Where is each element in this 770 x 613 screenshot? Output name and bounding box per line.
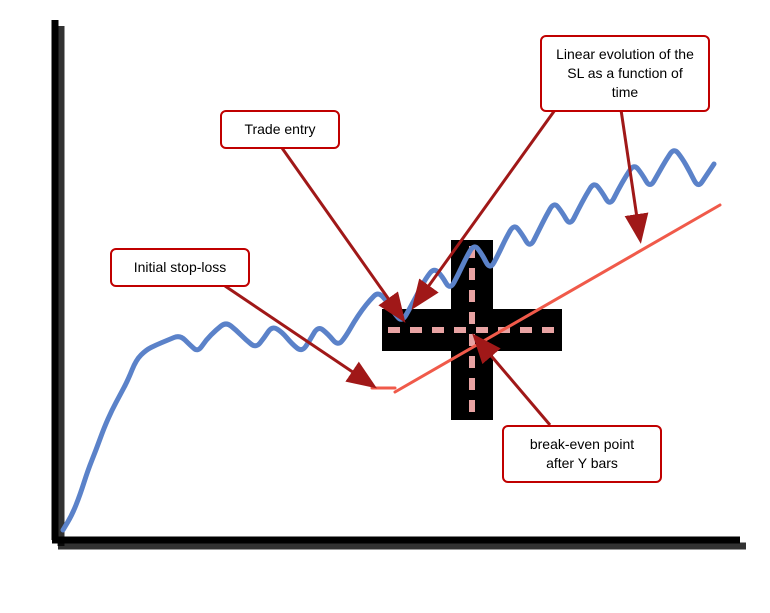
diagram-stage: Trade entry Initial stop-loss Linear evo… [0,0,770,613]
callout-linear-sl-label: Linear evolution of the SL as a function… [556,46,694,100]
callout-breakeven-label: break-even point after Y bars [530,436,634,471]
callout-initial-stoploss: Initial stop-loss [110,248,250,287]
stoploss-line [372,205,720,392]
callout-linear-sl: Linear evolution of the SL as a function… [540,35,710,112]
callout-initial-stoploss-label: Initial stop-loss [134,259,227,275]
callout-arrows [225,103,640,425]
callout-breakeven: break-even point after Y bars [502,425,662,483]
callout-trade-entry-label: Trade entry [244,121,315,137]
breakeven-cross [382,240,562,420]
callout-trade-entry: Trade entry [220,110,340,149]
